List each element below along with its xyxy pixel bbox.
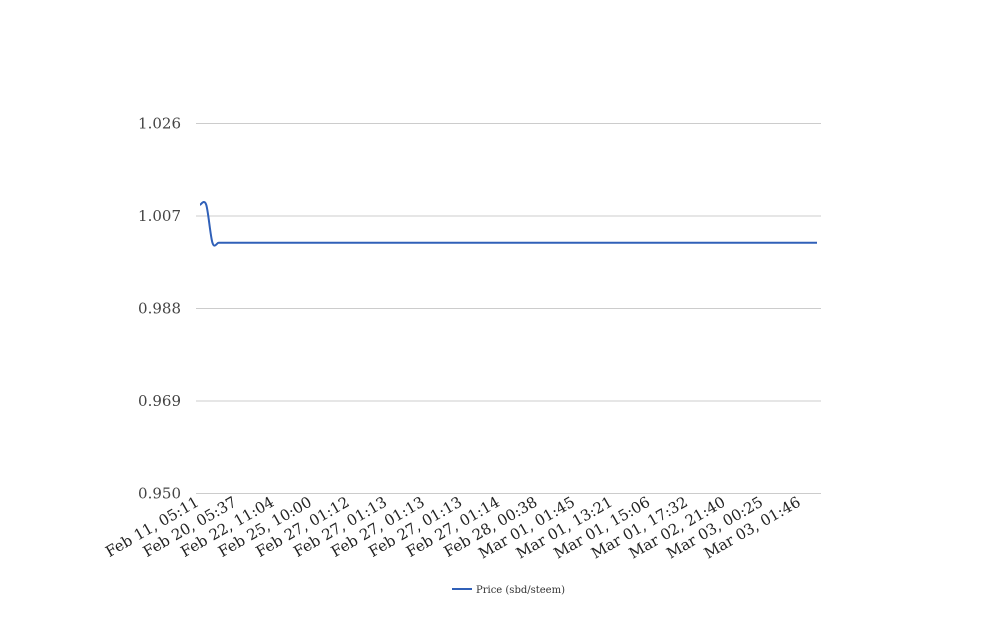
series-line-0 [199, 201, 817, 247]
series-lines [199, 201, 817, 247]
legend-label-price: Price (sbd/steem) [476, 585, 565, 596]
y-axis-tick-labels: 0.950 0.969 0.988 1.007 1.026 [138, 115, 181, 503]
y-tick-label-0: 0.950 [138, 485, 181, 503]
y-tick-label-3: 1.007 [138, 207, 181, 225]
y-tick-label-2: 0.988 [138, 300, 181, 318]
gridlines [196, 123, 821, 494]
y-tick-label-1: 0.969 [138, 392, 181, 410]
legend: Price (sbd/steem) [452, 585, 565, 596]
y-tick-label-4: 1.026 [138, 115, 181, 133]
